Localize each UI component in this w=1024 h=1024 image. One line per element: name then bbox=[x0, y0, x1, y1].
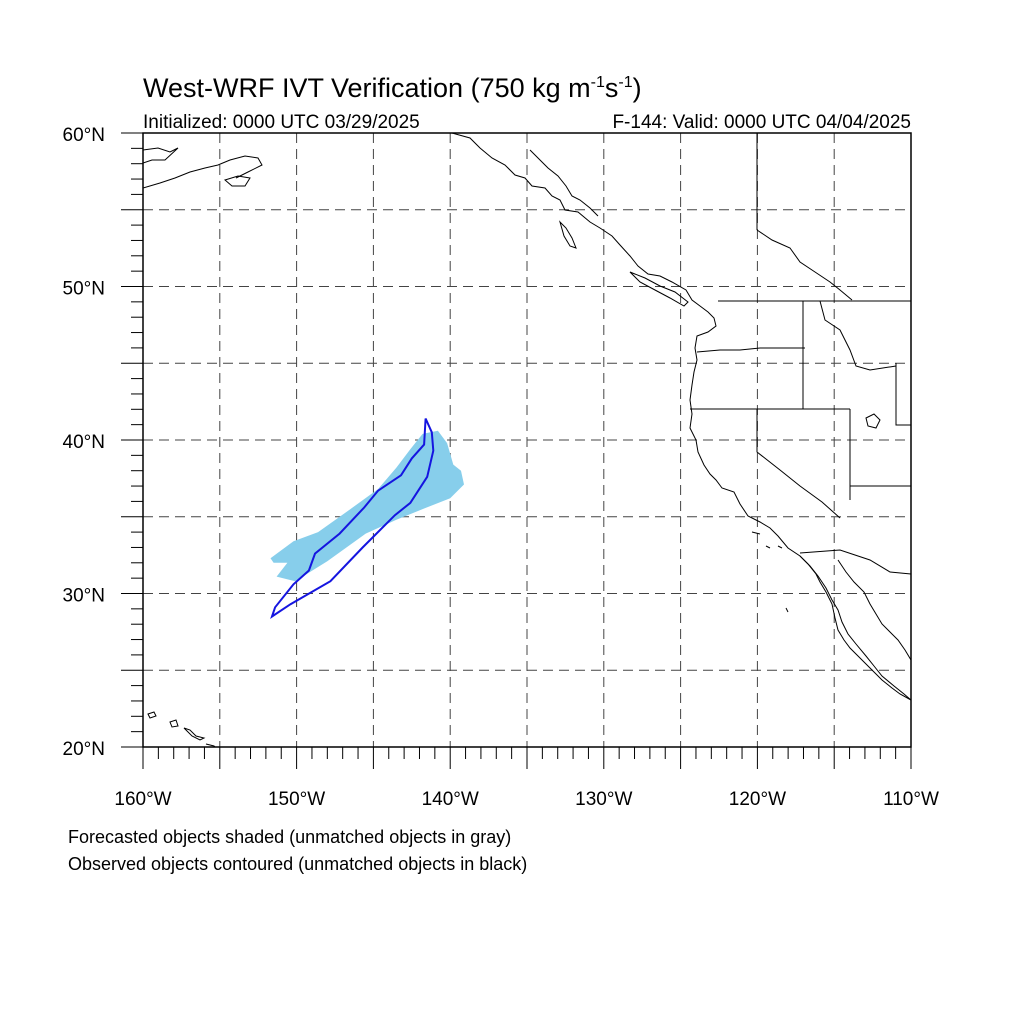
alaska-coastline bbox=[143, 147, 179, 164]
lon-tick-label: 110°W bbox=[883, 789, 939, 810]
wyoming-west-border bbox=[895, 363, 911, 426]
hawaii-island-3 bbox=[183, 727, 206, 741]
vancouver-island bbox=[629, 271, 689, 307]
chart-title-s: s bbox=[605, 73, 619, 103]
hawaii-island-4 bbox=[205, 743, 216, 747]
observed-object-contour bbox=[270, 418, 435, 619]
lon-tick-label: 160°W bbox=[114, 789, 171, 810]
graticule bbox=[143, 133, 911, 747]
lon-tick-label: 150°W bbox=[268, 789, 325, 810]
lat-tick-label: 40°N bbox=[63, 432, 105, 453]
haida-gwaii bbox=[558, 220, 577, 249]
lat-tick-label: 30°N bbox=[63, 586, 105, 607]
forecast-legend-note: Forecasted objects shaded (unmatched obj… bbox=[68, 827, 512, 847]
lat-tick-label: 20°N bbox=[63, 739, 105, 760]
gulf-of-california-coast bbox=[837, 559, 911, 661]
chart-title-main: West-WRF IVT Verification (750 kg m bbox=[143, 73, 591, 103]
guadalupe-island bbox=[785, 607, 789, 613]
kodiak-island bbox=[223, 175, 251, 187]
alaska-canada-border bbox=[756, 133, 853, 301]
observed-legend-note: Observed objects contoured (unmatched ob… bbox=[68, 854, 528, 874]
hawaii-island-1 bbox=[147, 711, 157, 719]
init-time-label: Initialized: 0000 UTC 03/29/2025 bbox=[143, 112, 420, 133]
forecast-object-shaded bbox=[270, 430, 464, 582]
idaho-montana-border bbox=[819, 300, 897, 371]
north-america-coastline bbox=[451, 133, 911, 701]
axis-ticks bbox=[121, 132, 912, 769]
great-salt-lake bbox=[865, 413, 881, 429]
lon-tick-label: 130°W bbox=[575, 789, 632, 810]
valid-time-label: F-144: Valid: 0000 UTC 04/04/2025 bbox=[612, 112, 911, 133]
coastlines-and-borders bbox=[143, 133, 911, 747]
axis-tick-labels: 160°W 150°W 140°W 130°W 120°W 110°W 20°N 30°N 40… bbox=[63, 125, 939, 810]
lat-tick-label: 60°N bbox=[63, 125, 105, 146]
chart-title-end: ) bbox=[633, 73, 642, 103]
baja-peninsula-west-coast bbox=[799, 555, 911, 701]
channel-islands bbox=[751, 531, 783, 549]
hawaii-island-2 bbox=[169, 719, 179, 728]
washington-oregon-border bbox=[696, 347, 805, 353]
southeast-alaska-coast bbox=[529, 149, 599, 217]
chart-title: West-WRF IVT Verification (750 kg m-1s-1… bbox=[143, 73, 642, 103]
lon-tick-label: 120°W bbox=[729, 789, 786, 810]
lon-tick-label: 140°W bbox=[422, 789, 479, 810]
california-nevada-border bbox=[756, 409, 841, 519]
chart-title-sup1: -1 bbox=[591, 74, 605, 91]
chart-title-sup2: -1 bbox=[618, 74, 632, 91]
map-panel: 160°W 150°W 140°W 130°W 120°W 110°W 20°N 30°N 40… bbox=[63, 125, 939, 810]
lat-tick-label: 50°N bbox=[63, 279, 105, 300]
alaska-peninsula bbox=[143, 155, 263, 189]
us-mexico-border bbox=[799, 549, 911, 575]
